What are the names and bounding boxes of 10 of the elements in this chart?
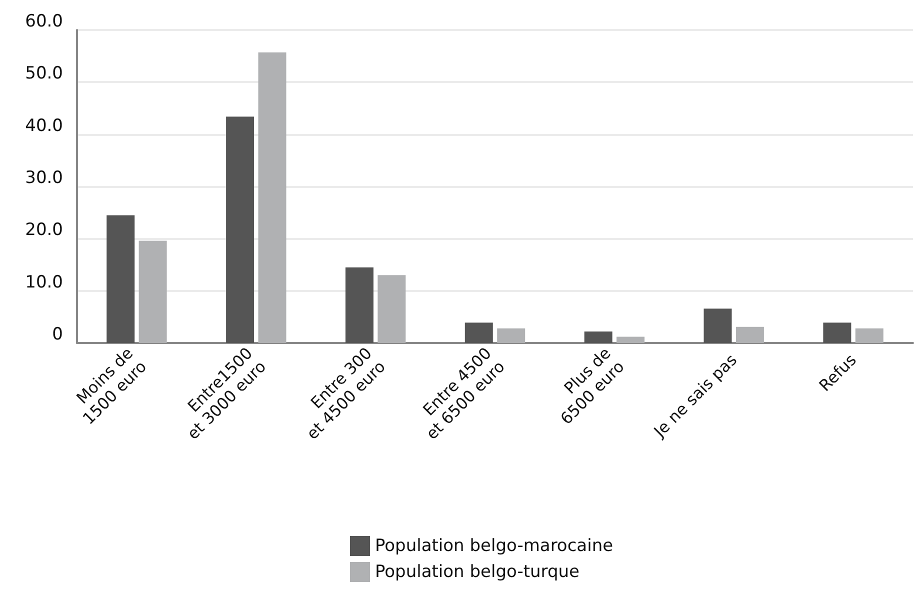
y-tick-label: 0 [52, 324, 63, 344]
legend-label: Population belgo-turque [375, 562, 580, 582]
y-tick-label: 60.0 [25, 12, 63, 32]
x-tick-label: Je ne sais pas [649, 350, 741, 442]
y-tick-label: 50.0 [25, 64, 63, 84]
y-tick-label: 30.0 [25, 168, 63, 188]
y-tick-label: 20.0 [25, 220, 63, 240]
legend-label: Population belgo-marocaine [375, 536, 614, 556]
y-tick-label: 10.0 [25, 272, 63, 292]
y-tick-label: 40.0 [25, 116, 63, 136]
